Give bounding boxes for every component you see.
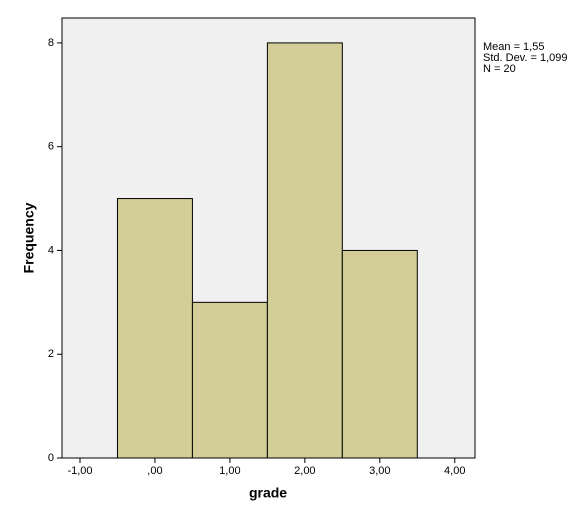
stats-text: N = 20 [483, 63, 516, 75]
y-axis-label: Frequency [21, 202, 37, 273]
y-tick-label: 0 [48, 452, 54, 464]
stats-text: Mean = 1,55 [483, 41, 544, 53]
x-tick-label: 3,00 [369, 465, 390, 477]
x-tick-label: ,00 [147, 465, 162, 477]
y-tick-label: 6 [48, 141, 54, 153]
x-axis-label: grade [249, 485, 287, 501]
stats-text: Std. Dev. = 1,099 [483, 52, 568, 64]
y-tick-label: 4 [48, 244, 54, 256]
bar [266, 42, 343, 459]
y-tick-label: 8 [48, 37, 54, 49]
x-tick-label: 4,00 [444, 465, 465, 477]
bar [116, 198, 193, 459]
bar [341, 249, 418, 459]
x-tick-label: 2,00 [294, 465, 315, 477]
y-tick-label: 2 [48, 348, 54, 360]
x-tick-label: 1,00 [219, 465, 240, 477]
bar [191, 301, 268, 459]
x-tick-label: -1,00 [67, 465, 92, 477]
